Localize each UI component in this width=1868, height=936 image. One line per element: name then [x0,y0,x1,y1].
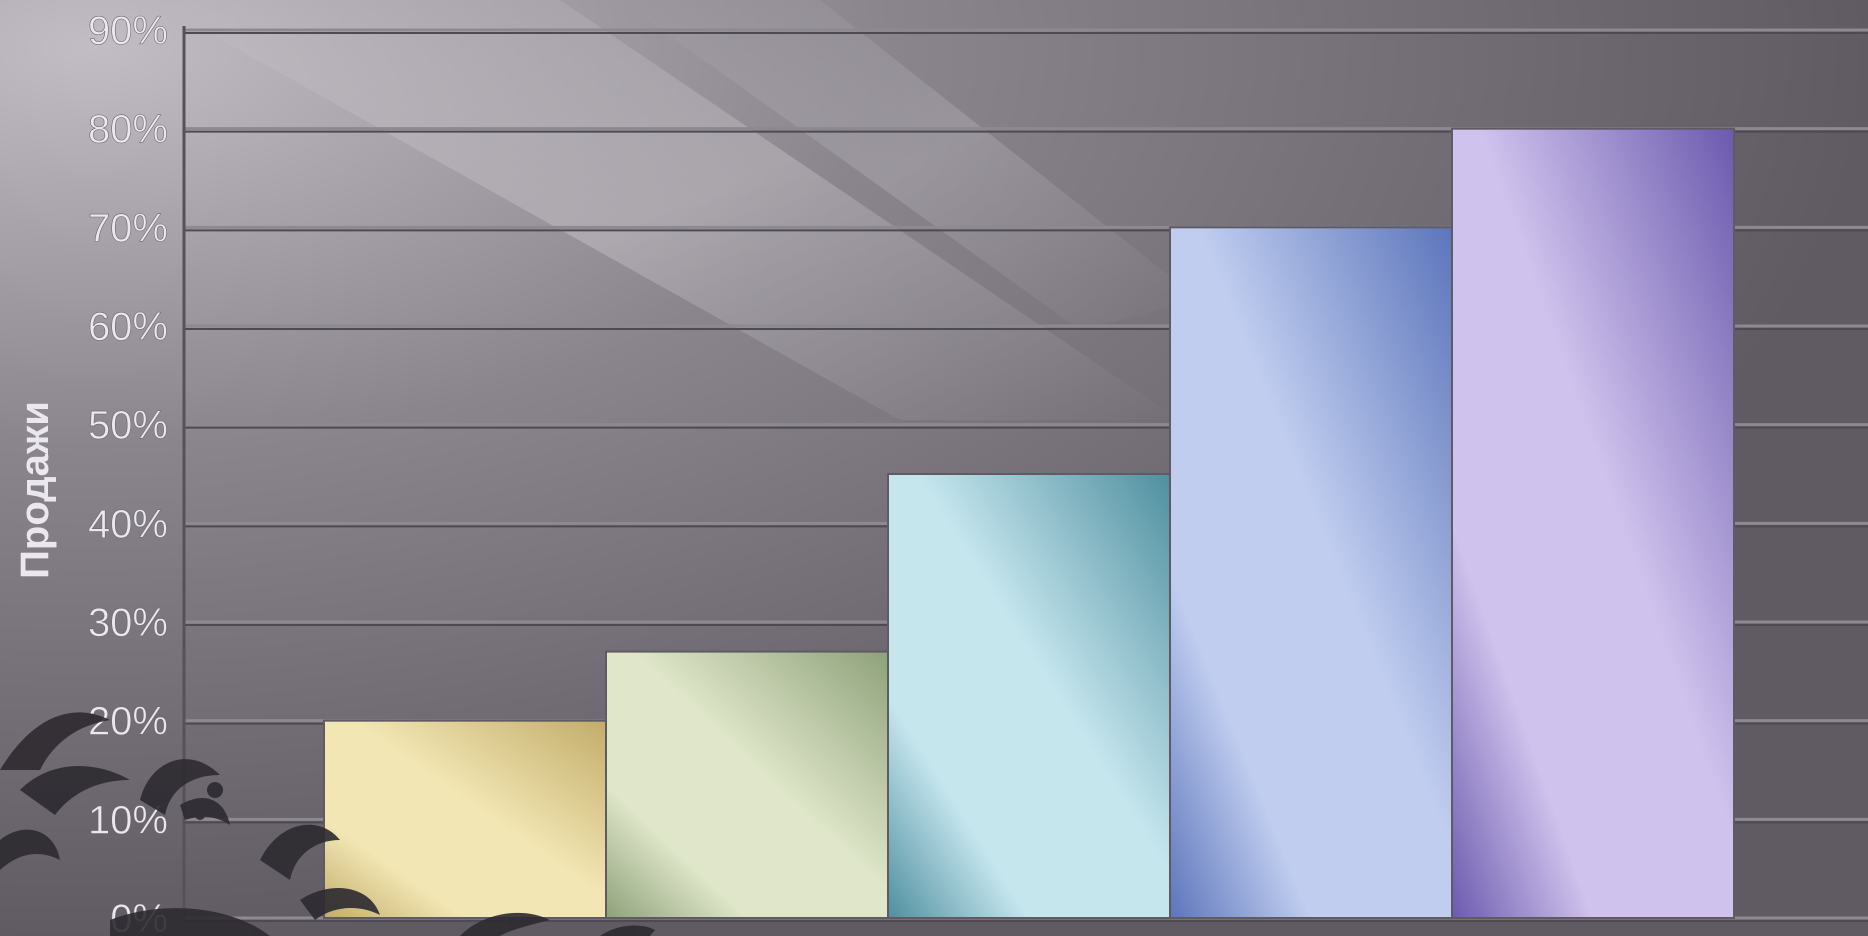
bars [323,127,1735,920]
bar [323,719,607,920]
y-tick-label: 50% [88,404,168,448]
y-tick-label: 40% [88,502,168,546]
y-axis-ticks: 0%10%20%30%40%50%60%70%80%90% [88,9,169,936]
y-tick-label: 30% [88,601,168,645]
y-tick-label: 20% [88,700,168,744]
bar [887,473,1171,919]
light-streak [150,0,1180,420]
y-axis-label: Продажи [13,401,57,579]
bar [605,650,889,919]
y-tick-label: 60% [88,305,168,349]
y-tick-label: 80% [88,108,168,152]
y-tick-label: 70% [88,206,168,250]
y-tick-label: 10% [88,798,168,842]
bar [1169,226,1453,920]
floral-ornament [0,712,655,936]
y-tick-label: 90% [88,9,168,53]
light-streak [620,0,1200,330]
bar [1451,127,1735,919]
